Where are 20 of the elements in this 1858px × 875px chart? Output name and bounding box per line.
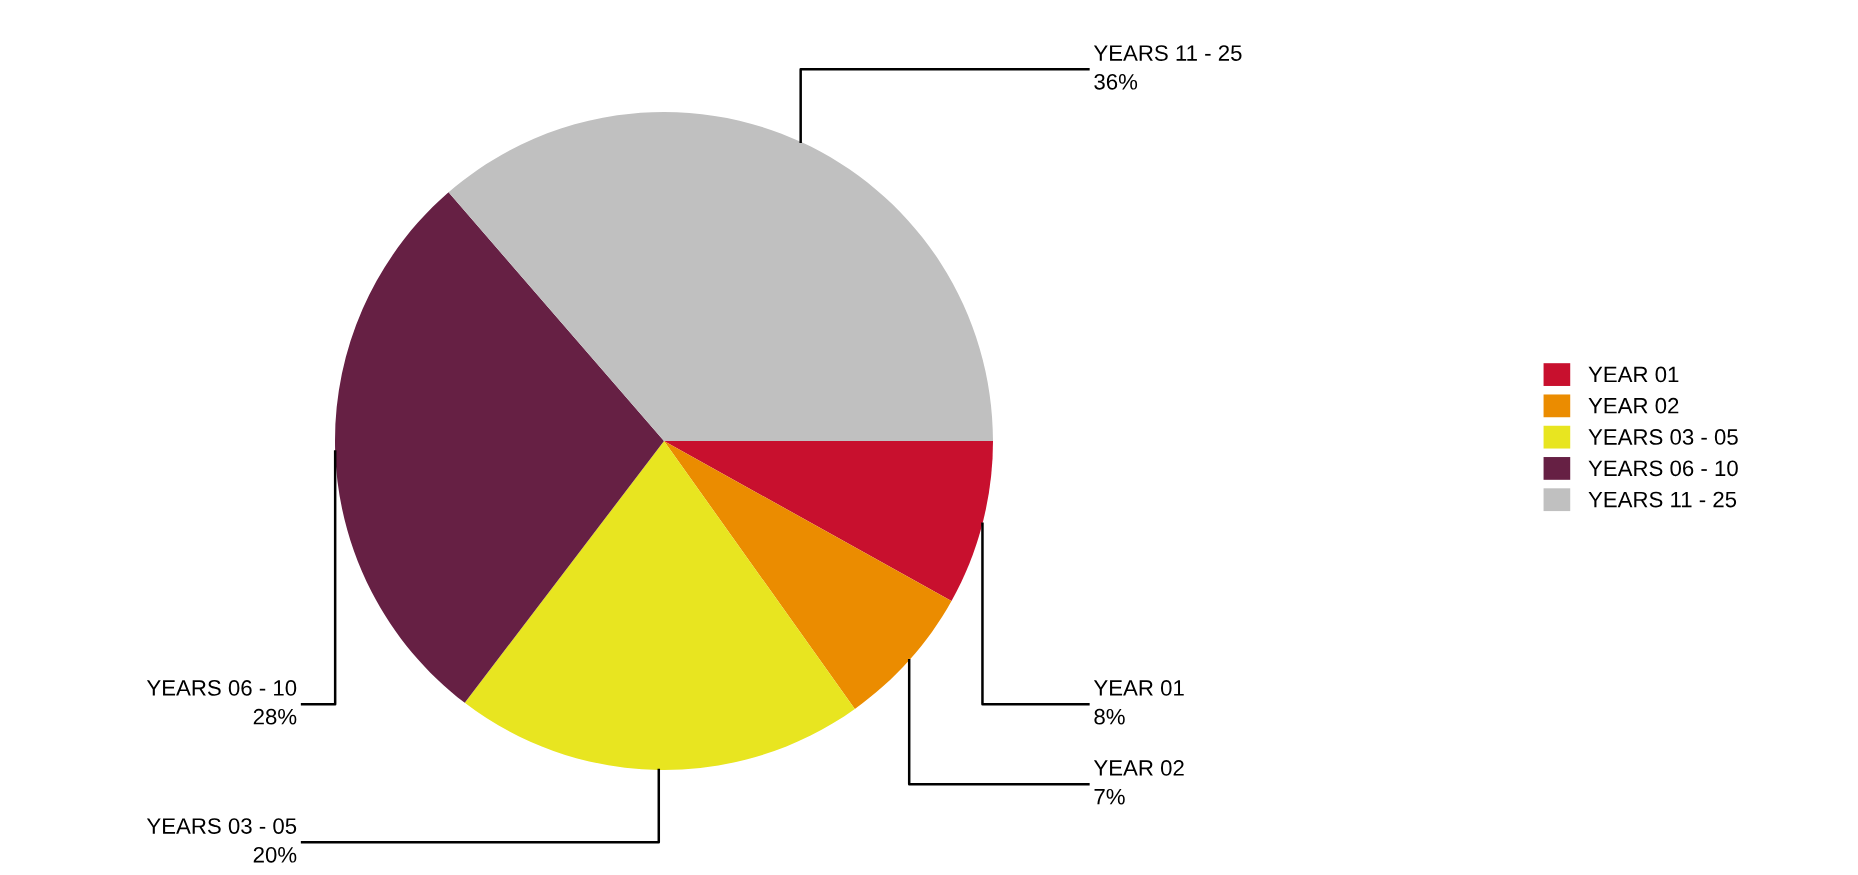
data-label: 8% <box>1094 708 1125 725</box>
legend-label: YEARS 06 - 10 <box>1588 460 1738 477</box>
slice-label: YEAR 01 <box>1093 680 1184 696</box>
legend-label: YEAR 01 <box>1588 366 1679 383</box>
pie-slice <box>448 112 993 441</box>
data-label: 7% <box>1094 788 1125 805</box>
data-label: 20% <box>253 846 297 863</box>
pie-slice <box>664 441 952 709</box>
data-label: 36% <box>1094 73 1138 90</box>
legend-label: YEAR 02 <box>1588 397 1679 414</box>
data-label: 28% <box>253 708 297 725</box>
slice-label: YEAR 02 <box>1093 760 1184 776</box>
slice-label: YEARS 06 - 10 <box>146 680 297 696</box>
legend-label: YEARS 03 - 05 <box>1588 429 1738 445</box>
pie-slice <box>335 192 664 703</box>
slice-label: YEARS 03 - 05 <box>146 818 297 834</box>
legend-label: YEARS 11 - 25 <box>1588 491 1737 508</box>
pie-slice <box>664 441 993 601</box>
pie-slice <box>464 441 855 770</box>
slice-label: YEARS 11 - 25 <box>1093 45 1242 61</box>
